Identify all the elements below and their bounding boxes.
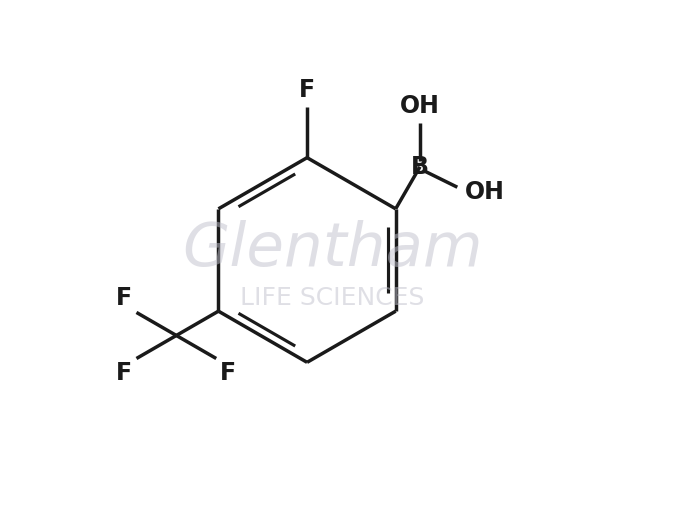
Text: F: F <box>116 286 132 310</box>
Text: OH: OH <box>465 180 505 204</box>
Text: OH: OH <box>400 94 440 118</box>
Text: F: F <box>299 79 315 102</box>
Text: Glentham: Glentham <box>182 220 483 279</box>
Text: LIFE SCIENCES: LIFE SCIENCES <box>240 287 425 310</box>
Text: F: F <box>221 361 237 385</box>
Text: F: F <box>116 361 132 385</box>
Text: B: B <box>411 155 429 179</box>
